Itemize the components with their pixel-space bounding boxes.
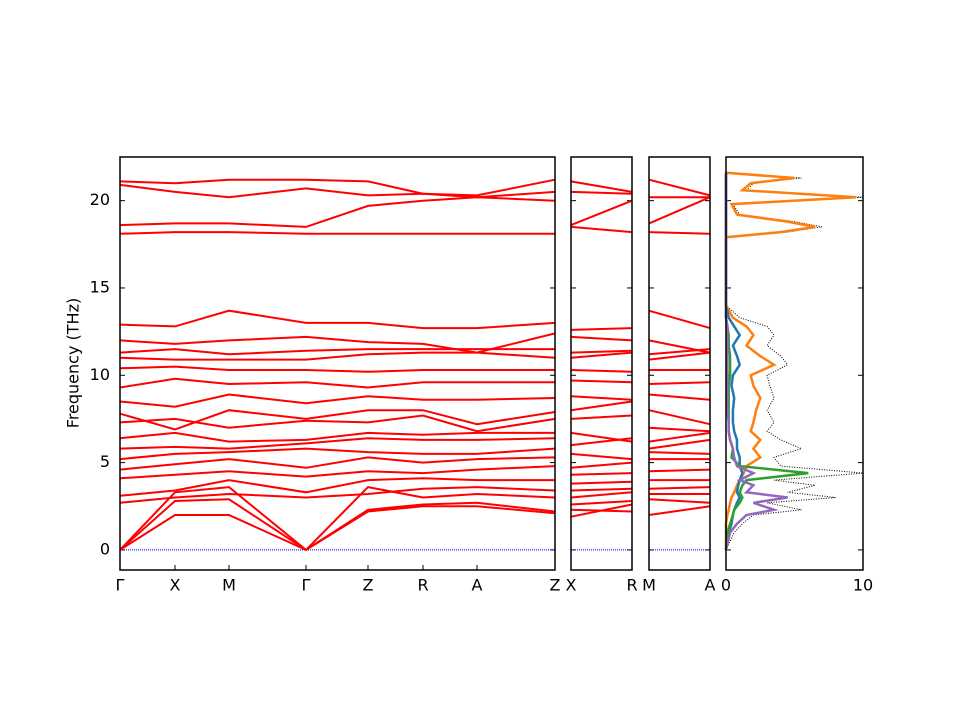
band [648,393,711,401]
x-tick-label: X [170,576,181,595]
y-tick-label: 15 [90,277,110,296]
plot-frame [725,156,864,571]
band [570,369,633,373]
x-tick-label: Γ [116,576,125,595]
band [119,477,555,497]
y-tick-label: 0 [100,539,110,558]
y-tick-label: 20 [90,190,110,209]
x-tick-label: Z [550,576,561,595]
x-tick-label: Γ [302,576,311,595]
band [648,486,711,490]
band [119,351,556,361]
band [648,451,711,455]
plot-frame [119,156,556,571]
plot-frame [648,156,711,571]
x-tick-label: M [222,576,236,595]
band [648,351,711,361]
band [570,349,633,354]
band [570,225,633,234]
band [570,335,633,342]
band [119,414,556,433]
band [570,327,633,331]
band [119,437,556,450]
band [570,414,633,420]
y-tick-label: 5 [100,452,110,471]
band [648,381,711,385]
band [570,180,633,193]
band [119,183,556,199]
band [648,468,711,473]
band [648,498,711,504]
band [119,196,556,228]
band [119,377,555,389]
x-tick-label: X [566,576,577,595]
dos-projected [724,172,788,551]
band [570,508,633,513]
band [119,447,556,461]
x-tick-label: R [417,576,428,595]
x-tick-label: 10 [853,576,873,595]
band [119,486,556,552]
band [570,500,633,506]
band [119,456,556,471]
plot-frame [570,156,633,571]
band [570,400,633,412]
band [648,196,711,225]
x-tick-label: A [472,576,483,595]
band [119,409,556,431]
band [570,379,633,384]
x-tick-label: M [642,576,656,595]
band [119,178,556,197]
band [570,452,633,461]
band [570,431,633,443]
band [648,505,711,516]
band [648,426,711,433]
dos-total [725,172,864,551]
band [648,438,711,450]
band [570,351,633,359]
band [648,231,711,235]
x-tick-label: Z [363,576,374,595]
band [570,480,633,485]
x-tick-label: R [626,576,637,595]
y-axis-label: Frequency (THz) [64,298,83,428]
band [119,309,556,330]
band [570,437,633,447]
band [119,505,556,552]
band [570,491,633,499]
band [570,395,633,401]
band [648,339,711,354]
x-tick-label: 0 [721,576,731,595]
band [570,190,633,195]
band [119,498,556,552]
band [648,178,711,197]
x-tick-label: A [705,576,716,595]
band [119,348,555,356]
band [570,461,633,469]
y-tick-label: 10 [90,365,110,384]
band [119,365,555,373]
band [648,409,711,426]
dos-projected [724,171,857,550]
band [648,309,711,330]
band [119,332,556,354]
band [119,486,556,504]
band [570,472,633,476]
band [119,393,556,408]
band [119,231,555,235]
band [648,431,711,443]
band [570,199,633,227]
band [119,465,556,480]
band [119,431,555,443]
band [570,487,633,492]
